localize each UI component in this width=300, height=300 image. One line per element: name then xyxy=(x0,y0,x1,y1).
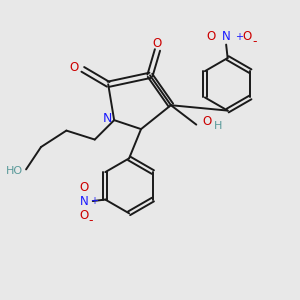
Text: -: - xyxy=(88,214,93,227)
Text: N: N xyxy=(103,112,112,125)
Text: HO: HO xyxy=(6,166,23,176)
Text: +: + xyxy=(235,32,243,41)
Text: -: - xyxy=(252,35,257,48)
Text: O: O xyxy=(153,37,162,50)
Text: N: N xyxy=(80,195,89,208)
Text: O: O xyxy=(242,30,252,43)
Text: +: + xyxy=(90,196,98,206)
Text: O: O xyxy=(70,61,79,74)
Text: N: N xyxy=(222,30,230,43)
Text: H: H xyxy=(214,121,222,131)
Text: O: O xyxy=(80,208,89,222)
Text: O: O xyxy=(207,30,216,43)
Text: O: O xyxy=(202,115,212,128)
Text: O: O xyxy=(80,181,89,194)
